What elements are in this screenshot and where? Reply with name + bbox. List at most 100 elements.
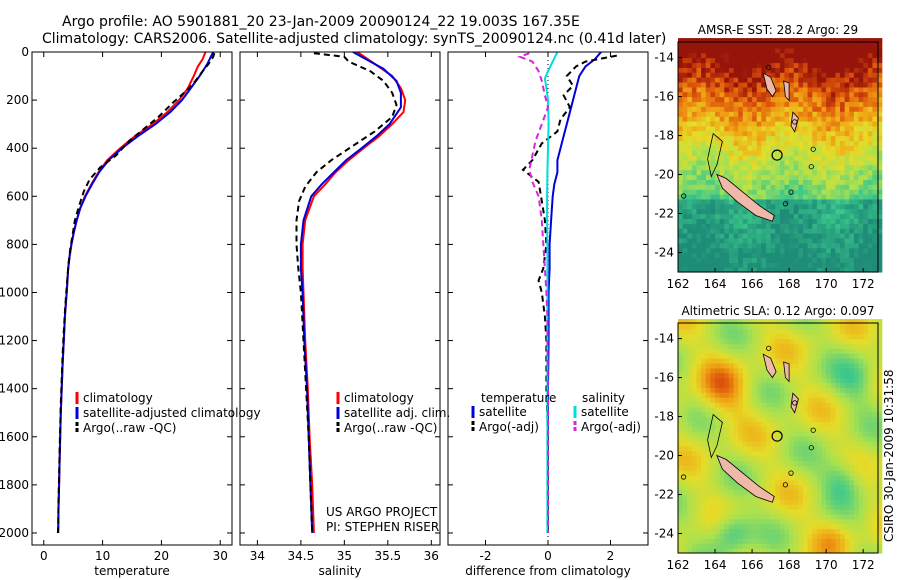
sst-map-islet-1: [782, 201, 789, 207]
sst-map-landmass-3: [790, 111, 799, 133]
sla-map-title: Altimetric SLA: 0.12 Argo: 0.097: [681, 304, 874, 318]
x-tick-label: 36: [424, 549, 439, 563]
map-y-tick-label: -14: [654, 51, 674, 65]
sla-map-frame: [677, 322, 879, 554]
y-tick-label: 400: [6, 141, 29, 155]
salinity-series-2: [295, 52, 398, 534]
x-tick-label: 35.5: [374, 549, 401, 563]
timestamp-stamp: CSIRO 30-Jan-2009 10:31:58: [882, 370, 896, 542]
sla-map-islet-6: [680, 474, 687, 480]
credit-project: US ARGO PROJECT: [326, 505, 438, 519]
difference-series-3: [517, 52, 550, 533]
temperature-xlabel: temperature: [94, 564, 169, 578]
salinity-series-1: [299, 52, 402, 534]
salinity-legend-1-label: satellite adj. clim.: [344, 406, 450, 420]
map-y-tick-label: -20: [654, 449, 674, 463]
sst-map-panel: 162 164 166 168 170 172 -14 -16 -18 -20 -22 -24 AMSR…: [654, 23, 883, 291]
map-x-tick-label: 170: [815, 277, 838, 291]
credit-pi: PI: STEPHEN RISER: [326, 520, 439, 534]
sst-map-landmass-0: [716, 173, 775, 222]
x-tick-label: 30: [213, 549, 228, 563]
difference-series-1: [521, 54, 617, 533]
temperature-series-2: [56, 52, 216, 534]
sla-map-islet-4: [792, 400, 798, 406]
sst-map-landmass-2: [783, 80, 790, 102]
y-tick-label: 600: [6, 189, 29, 203]
sst-map-reef-outline: [707, 132, 723, 178]
map-y-tick-label: -16: [654, 371, 674, 385]
difference-legend-3-label: Argo(-adj): [581, 420, 641, 434]
difference-legend-2-label: satellite: [581, 405, 629, 419]
sla-map-landmass-3: [790, 392, 799, 414]
map-y-tick-label: -24: [654, 527, 674, 541]
sla-map-landmass-1: [762, 353, 777, 379]
map-x-tick-label: 168: [778, 558, 801, 572]
salinity-legend-0-label: climatology: [344, 391, 414, 405]
temperature-panel: 0 10 20 30 0 200 400 600 800 1000 1200 1400 1600 1800…: [0, 45, 261, 578]
sla-map-landmass-0: [716, 454, 775, 503]
salinity-axes-frame: [239, 51, 441, 546]
salinity-xlabel: salinity: [318, 564, 361, 578]
y-tick-label: 200: [6, 93, 29, 107]
x-tick-label: 34.5: [288, 549, 315, 563]
sla-map-islet-1: [782, 482, 789, 488]
map-y-tick-label: -16: [654, 90, 674, 104]
map-y-tick-label: -24: [654, 246, 674, 260]
map-y-tick-label: -14: [654, 332, 674, 346]
difference-legend-header-temperature: temperature: [481, 391, 556, 405]
sla-map-islet-0: [788, 470, 794, 476]
salinity-panel: 34 34.5 35 35.5 36 salinity climatologysatelli…: [239, 51, 450, 578]
map-y-tick-label: -20: [654, 168, 674, 182]
map-x-tick-label: 164: [704, 558, 727, 572]
map-y-tick-label: -18: [654, 129, 674, 143]
salinity-legend-2-label: Argo(..raw -QC): [344, 421, 437, 435]
temperature-legend-2-label: Argo(..raw -QC): [83, 421, 176, 435]
x-tick-label: 10: [95, 549, 110, 563]
sst-map-field: [678, 38, 883, 273]
temperature-series-0: [57, 52, 207, 534]
sst-map-title: AMSR-E SST: 28.2 Argo: 29: [698, 23, 858, 37]
y-tick-label: 2000: [0, 526, 29, 540]
sla-map-panel: 162 164 166 168 170 172 -14 -16 -18 -20 -22 -24 Alti…: [654, 304, 883, 572]
map-x-tick-label: 170: [815, 558, 838, 572]
map-x-tick-label: 172: [852, 277, 875, 291]
y-tick-label: 800: [6, 237, 29, 251]
y-tick-label: 0: [21, 45, 29, 59]
x-tick-label: 20: [154, 549, 169, 563]
figure-title-line2: Climatology: CARS2006. Satellite-adjuste…: [42, 31, 666, 47]
sla-map-islet-3: [810, 427, 816, 433]
sst-map-islet-0: [788, 189, 794, 195]
sst-map-islet-6: [680, 193, 687, 199]
y-tick-label: 1800: [0, 478, 29, 492]
map-y-tick-label: -22: [654, 207, 674, 221]
map-y-tick-label: -22: [654, 488, 674, 502]
sst-map-islet-5: [766, 64, 772, 70]
sla-map-landmass-2: [783, 361, 790, 383]
temperature-legend-1-label: satellite-adjusted climatology: [83, 406, 261, 420]
sla-map-islet-2: [808, 445, 814, 451]
map-x-tick-label: 168: [778, 277, 801, 291]
map-x-tick-label: 164: [704, 277, 727, 291]
y-tick-label: 1200: [0, 334, 29, 348]
x-tick-label: 34: [250, 549, 265, 563]
map-x-tick-label: 162: [667, 558, 690, 572]
difference-series-0: [547, 52, 602, 533]
temperature-axes-frame: [31, 51, 233, 546]
figure-title-line1: Argo profile: AO 5901881_20 23-Jan-2009 …: [62, 14, 580, 30]
y-tick-label: 1400: [0, 382, 29, 396]
y-tick-label: 1000: [0, 285, 29, 299]
difference-legend-0-label: satellite: [479, 405, 527, 419]
map-y-tick-label: -18: [654, 410, 674, 424]
x-tick-label: 2: [607, 549, 615, 563]
sst-map-landmass-1: [762, 72, 777, 98]
map-x-tick-label: 162: [667, 277, 690, 291]
map-x-tick-label: 166: [741, 277, 764, 291]
x-tick-label: -2: [480, 549, 492, 563]
sst-map-islet-2: [808, 164, 814, 170]
difference-legend-1-label: Argo(-adj): [479, 420, 539, 434]
difference-xlabel: difference from climatology: [465, 564, 631, 578]
sst-map-float-marker: [771, 149, 783, 161]
map-x-tick-label: 172: [852, 558, 875, 572]
